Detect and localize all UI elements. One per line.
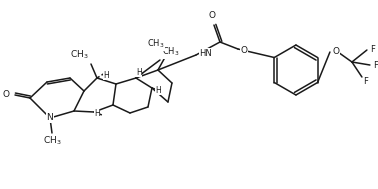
Text: F: F (370, 45, 375, 53)
Text: O: O (208, 11, 215, 20)
Text: H: H (155, 85, 161, 94)
Text: CH$_3$: CH$_3$ (147, 38, 165, 50)
Text: F: F (363, 77, 368, 85)
Text: N: N (46, 114, 53, 122)
Text: O: O (333, 46, 340, 56)
Text: H: H (94, 109, 100, 119)
Text: O: O (3, 91, 10, 99)
Text: CH$_3$: CH$_3$ (70, 49, 89, 61)
Text: O: O (241, 46, 248, 54)
Text: H: H (136, 67, 142, 77)
Text: H: H (103, 70, 109, 80)
Text: CH$_3$: CH$_3$ (43, 135, 61, 147)
Text: CH$_3$: CH$_3$ (162, 46, 180, 58)
Text: F: F (373, 60, 378, 70)
Text: HN: HN (199, 49, 212, 57)
